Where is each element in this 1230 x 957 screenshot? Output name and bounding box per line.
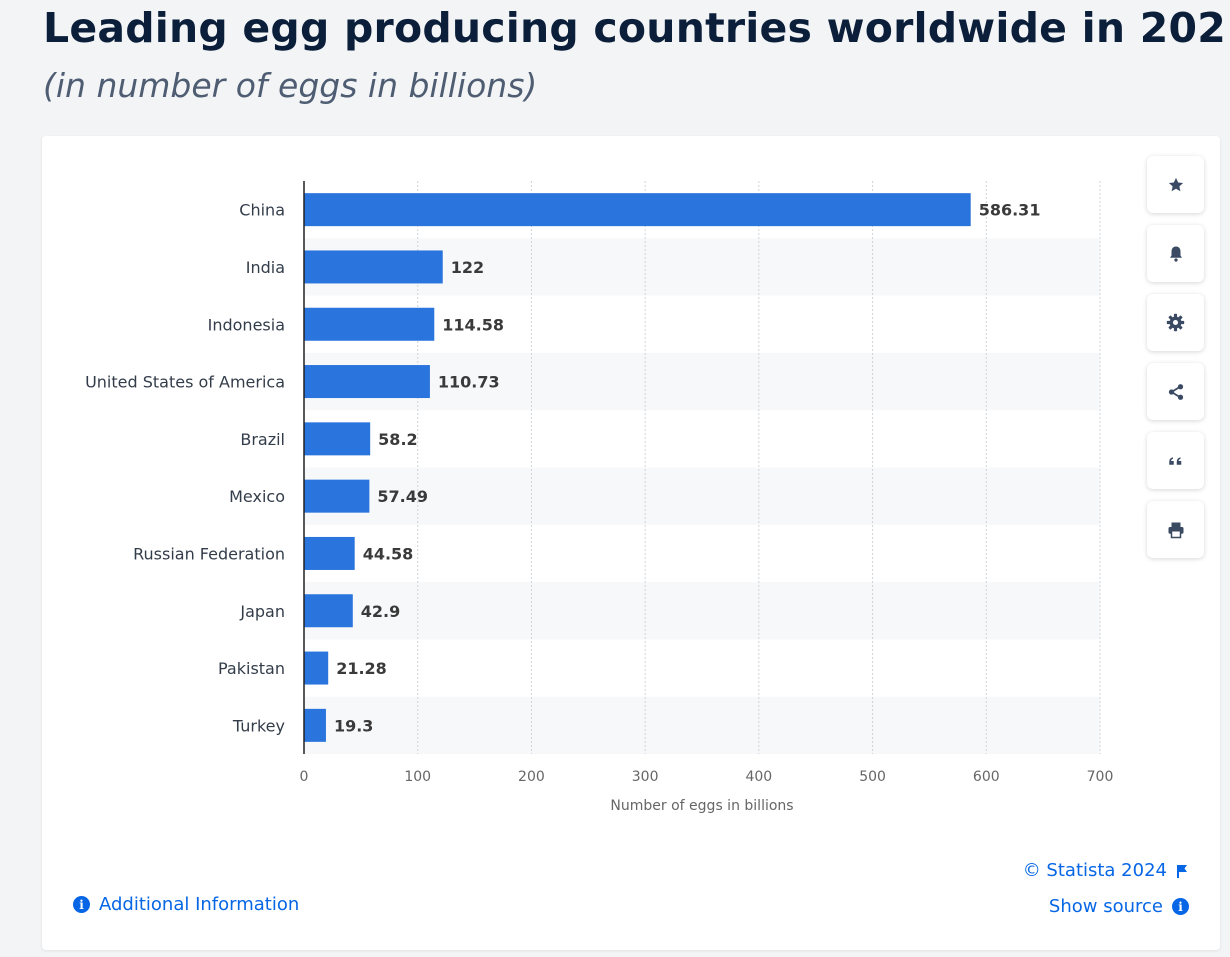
cite-button[interactable]	[1147, 432, 1204, 489]
category-label: Brazil	[240, 430, 285, 449]
value-label: 110.73	[438, 373, 500, 392]
category-label: Indonesia	[208, 315, 285, 334]
value-label: 44.58	[363, 544, 414, 563]
bar[interactable]	[304, 536, 355, 570]
share-icon	[1167, 383, 1185, 401]
share-button[interactable]	[1147, 363, 1204, 420]
row-band	[304, 696, 1100, 754]
category-label: China	[239, 201, 285, 220]
bar[interactable]	[304, 479, 370, 513]
show-source-link[interactable]: Show source i	[1049, 896, 1189, 917]
bar[interactable]	[304, 250, 443, 284]
bar-chart: China 586.31 India 122 Indonesia 114.58 United…	[85, 181, 1114, 814]
value-label: 19.3	[334, 716, 373, 735]
value-label: 42.9	[361, 602, 400, 621]
row-band	[304, 352, 1100, 411]
gear-icon	[1166, 313, 1185, 332]
x-tick-label: 500	[859, 769, 886, 785]
row-band	[304, 582, 1100, 640]
value-label: 586.31	[979, 201, 1041, 220]
category-label: Russian Federation	[133, 544, 285, 563]
value-label: 114.58	[442, 315, 504, 334]
x-tick-label: 400	[745, 769, 772, 785]
x-tick-label: 0	[300, 769, 309, 785]
statista-copyright-link[interactable]: © Statista 2024	[1023, 860, 1188, 881]
quote-icon	[1167, 452, 1185, 470]
value-label: 122	[451, 258, 484, 277]
x-tick-label: 100	[404, 769, 431, 785]
info-icon: i	[73, 896, 90, 913]
category-label: United States of America	[85, 373, 285, 392]
x-tick-label: 200	[518, 769, 545, 785]
row-band	[304, 467, 1100, 525]
source-info-icon: i	[1172, 898, 1189, 915]
flag-icon	[1176, 864, 1188, 878]
value-label: 21.28	[336, 659, 387, 678]
star-icon	[1167, 176, 1185, 194]
x-tick-label: 600	[973, 769, 1000, 785]
bar[interactable]	[304, 422, 371, 456]
copyright-label: © Statista 2024	[1022, 860, 1167, 881]
category-label: Turkey	[232, 716, 285, 735]
page-subtitle: (in number of eggs in billions)	[43, 66, 538, 105]
category-label: Mexico	[229, 487, 285, 506]
bar[interactable]	[304, 651, 329, 685]
notification-button[interactable]	[1147, 225, 1204, 282]
print-icon	[1167, 521, 1185, 539]
bar[interactable]	[304, 365, 430, 399]
additional-information-label: Additional Information	[99, 894, 300, 915]
show-source-label: Show source	[1048, 896, 1163, 917]
bar[interactable]	[304, 193, 971, 227]
category-label: India	[246, 258, 285, 277]
value-label: 58.2	[378, 430, 417, 449]
category-label: Pakistan	[218, 659, 285, 678]
settings-button[interactable]	[1147, 294, 1204, 351]
value-label: 57.49	[377, 487, 428, 506]
favorite-button[interactable]	[1147, 156, 1204, 213]
additional-information-link[interactable]: i Additional Information	[73, 894, 299, 915]
page-title: Leading egg producing countries worldwid…	[43, 4, 1230, 52]
bar[interactable]	[304, 594, 353, 628]
x-tick-label: 300	[632, 769, 659, 785]
category-label: Japan	[239, 602, 285, 621]
chart-card: China 586.31 India 122 Indonesia 114.58 United…	[42, 136, 1220, 950]
x-tick-label: 700	[1087, 769, 1114, 785]
bar[interactable]	[304, 307, 435, 341]
print-button[interactable]	[1147, 501, 1204, 558]
x-axis-title: Number of eggs in billions	[610, 798, 793, 814]
bar[interactable]	[304, 708, 326, 742]
bell-icon	[1167, 245, 1185, 263]
